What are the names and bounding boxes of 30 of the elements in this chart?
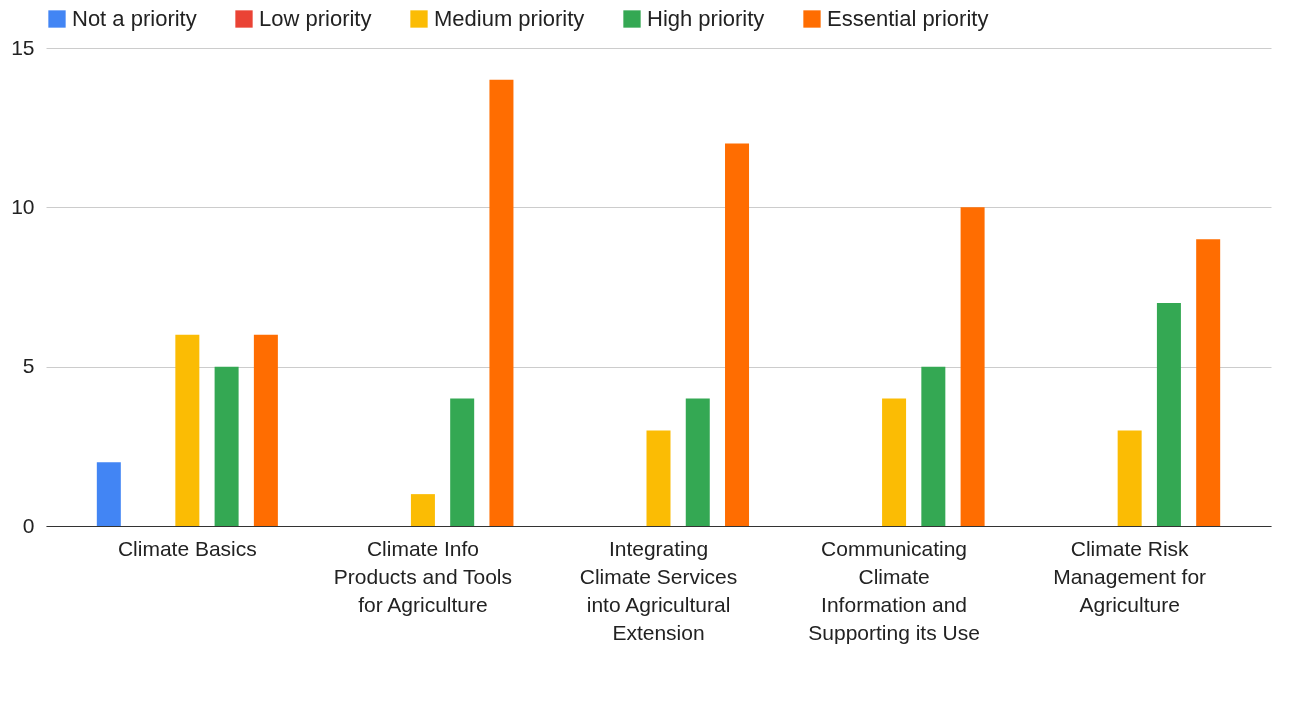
bar — [1117, 430, 1142, 526]
legend-label: Medium priority — [434, 6, 585, 31]
bar — [685, 398, 710, 526]
bar — [1156, 302, 1181, 526]
y-tick-label: 10 — [11, 194, 35, 218]
legend-label: High priority — [647, 6, 765, 31]
bar — [214, 366, 239, 526]
x-tick-label: Integrating Climate Services into Agricultural Extension — [579, 536, 738, 644]
y-tick-label: 15 — [11, 35, 35, 59]
bar — [960, 207, 985, 526]
bar — [882, 398, 907, 526]
bar — [450, 398, 475, 526]
x-tick-label: Communicating Climate Information and Supporting its Use — [808, 536, 980, 644]
bar — [646, 430, 671, 526]
bar — [175, 334, 200, 526]
bar — [96, 462, 121, 526]
x-tick-label: Climate Info Products and Tools for Agriculture — [333, 536, 513, 616]
x-tick-label: Climate Basics — [117, 536, 257, 560]
y-tick-label: 5 — [22, 354, 35, 378]
bar — [253, 334, 278, 526]
x-tick-label: Climate Risk Management for Agriculture — [1053, 536, 1207, 616]
bar — [725, 143, 750, 526]
bar — [410, 494, 435, 526]
legend-label: Not a priority — [72, 6, 197, 31]
bar — [921, 366, 946, 526]
bar — [1196, 239, 1221, 526]
bar — [489, 79, 514, 526]
y-tick-label: 0 — [22, 513, 35, 537]
legend-label: Low priority — [259, 6, 372, 31]
legend-label: Essential priority — [827, 6, 989, 31]
